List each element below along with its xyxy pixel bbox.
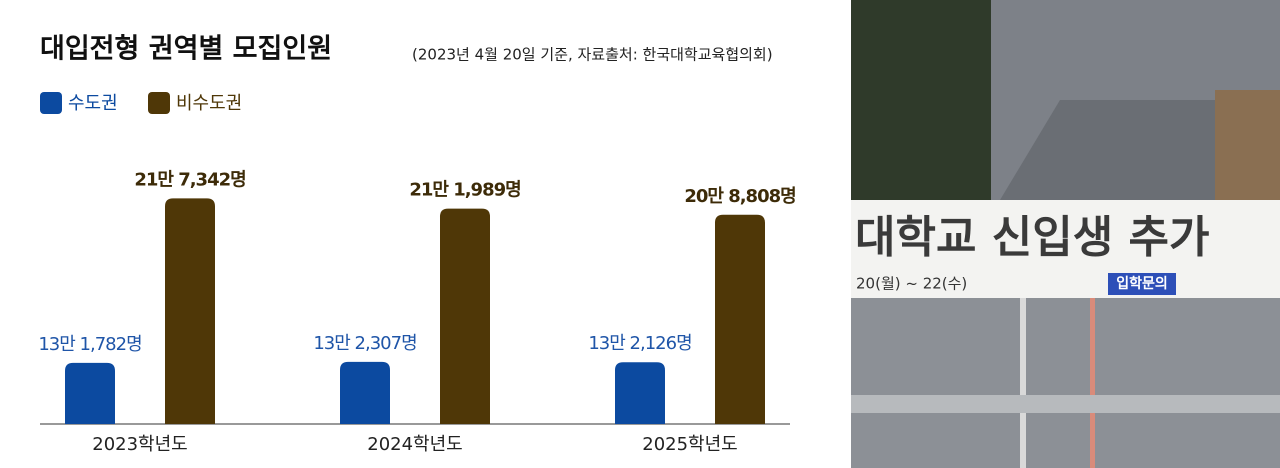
x-tick-label: 2023학년도 (92, 434, 188, 455)
pole (1090, 298, 1095, 468)
x-tick-label: 2025학년도 (642, 434, 738, 455)
pole (1020, 298, 1026, 468)
legend-swatch (148, 92, 170, 114)
photo: 대학교 신입생 추가 20(월) ~ 22(수) 입학문의 (851, 0, 1280, 468)
value-label: 13만 2,307명 (313, 333, 416, 354)
x-tick-label: 2024학년도 (367, 434, 463, 455)
value-label: 21만 7,342명 (134, 169, 245, 190)
bar (165, 198, 215, 424)
road-lower (851, 298, 1280, 468)
legend-label: 비수도권 (176, 93, 242, 114)
hedge (1215, 90, 1280, 200)
bar (615, 362, 665, 424)
bar (715, 214, 765, 424)
bar (65, 362, 115, 424)
bar (340, 361, 390, 424)
banner-tag-box (1108, 273, 1176, 295)
value-label: 13만 2,126명 (588, 333, 691, 354)
trees (851, 0, 991, 200)
banner-dates: 20(월) ~ 22(수) (856, 275, 967, 293)
value-label: 21만 1,989명 (409, 180, 520, 201)
bar (440, 208, 490, 424)
chart-title: 대입전형 권역별 모집인원 (40, 34, 332, 65)
road (1000, 100, 1230, 200)
legend-label: 수도권 (68, 93, 118, 114)
chart-background (0, 0, 851, 468)
banner (851, 200, 1280, 298)
legend-swatch (40, 92, 62, 114)
chart-subtitle: (2023년 4월 20일 기준, 자료출처: 한국대학교육협의회) (412, 46, 773, 64)
banner-tag: 입학문의 (1116, 275, 1168, 292)
value-label: 13만 1,782명 (38, 334, 141, 355)
banner-text: 대학교 신입생 추가 (855, 212, 1209, 263)
crosswalk (851, 395, 1280, 413)
value-label: 20만 8,808명 (684, 186, 795, 207)
